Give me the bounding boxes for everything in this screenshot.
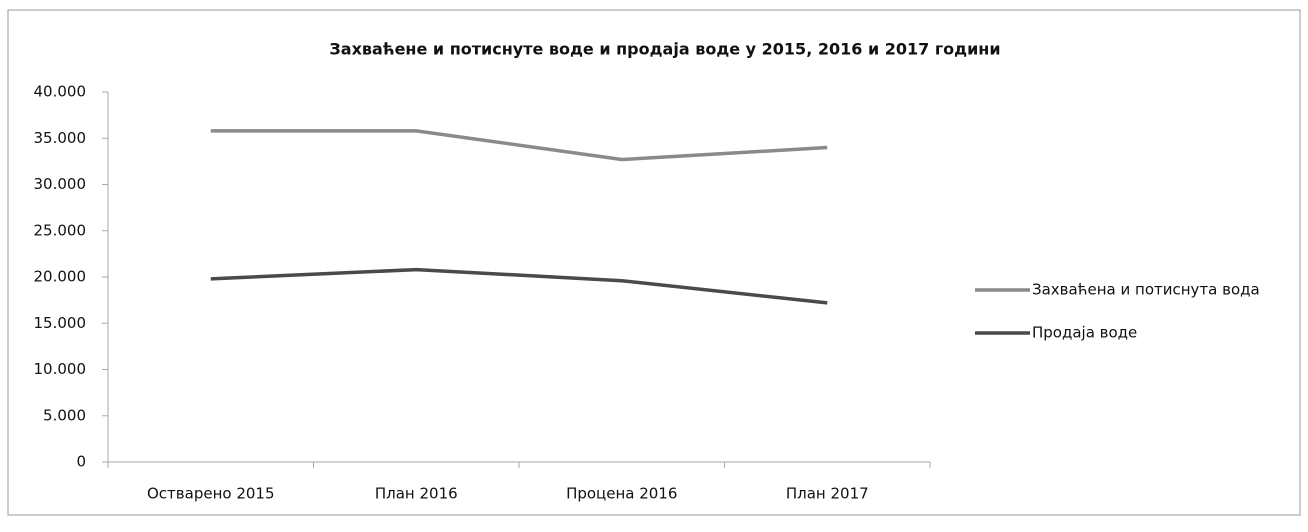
chart-title: Захваћене и потиснуте воде и продаја вод… xyxy=(329,40,1000,59)
x-tick-label: Остварено 2015 xyxy=(147,485,275,503)
y-tick-label: 25.000 xyxy=(34,221,87,239)
series-line xyxy=(210,129,828,162)
legend-label: Продаја воде xyxy=(1032,324,1137,342)
y-tick-label: 10.000 xyxy=(34,360,87,378)
y-tick-label: 40.000 xyxy=(34,83,87,101)
y-tick-label: 35.000 xyxy=(34,129,87,147)
y-tick-label: 20.000 xyxy=(34,268,87,286)
series-line xyxy=(210,267,828,305)
y-tick-label: 15.000 xyxy=(34,314,87,332)
y-tick-label: 0 xyxy=(76,453,86,471)
chart-frame xyxy=(7,9,1301,516)
y-tick-label: 30.000 xyxy=(34,175,87,193)
y-tick-label: 5.000 xyxy=(43,406,86,424)
legend-label: Захваћена и потиснута вода xyxy=(1032,281,1260,299)
x-tick-label: План 2016 xyxy=(375,485,458,503)
x-tick-label: Процена 2016 xyxy=(566,485,677,503)
x-tick-label: План 2017 xyxy=(786,485,869,503)
